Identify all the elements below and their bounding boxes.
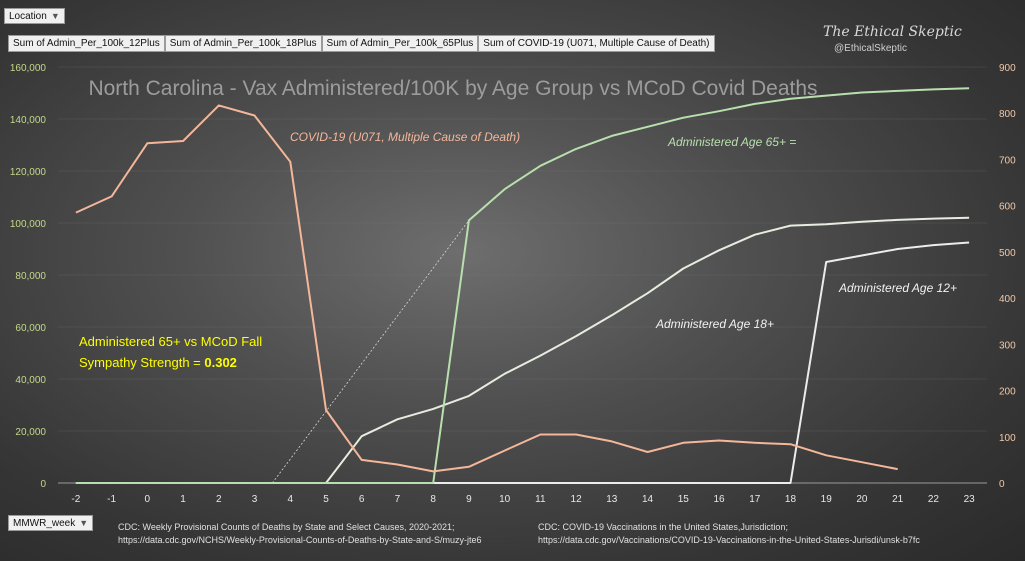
x-tick-label: 11: [535, 494, 546, 505]
location-filter-button[interactable]: Location ▼: [4, 8, 65, 24]
series-line-age65: [75, 87, 970, 484]
y-right-tick-label: 500: [999, 248, 1016, 259]
x-tick-label: 5: [323, 494, 329, 505]
y-left-tick-label: 140,000: [10, 115, 47, 126]
source-left: CDC: Weekly Provisional Counts of Deaths…: [118, 521, 481, 547]
x-tick-label: 23: [964, 494, 976, 505]
x-tick-label: 20: [856, 494, 868, 505]
x-tick-label: 16: [713, 494, 725, 505]
x-tick-label: 17: [749, 494, 761, 505]
x-tick-label: 0: [145, 494, 151, 505]
x-tick-label: 7: [395, 494, 401, 505]
watermark-handle: @EthicalSkeptic: [834, 43, 907, 54]
x-tick-label: 15: [678, 494, 690, 505]
x-tick-label: 8: [430, 494, 436, 505]
x-tick-label: 9: [466, 494, 472, 505]
week-axis-label: MMWR_week: [13, 518, 76, 529]
y-right-tick-label: 0: [999, 479, 1005, 490]
chart-title: North Carolina - Vax Administered/100K b…: [88, 77, 817, 100]
x-tick-label: 22: [928, 494, 940, 505]
source-right: CDC: COVID-19 Vaccinations in the United…: [538, 521, 920, 547]
y-left-tick-label: 120,000: [10, 167, 47, 178]
x-tick-label: 12: [571, 494, 583, 505]
field-button-covid-deaths[interactable]: Sum of COVID-19 (U071, Multiple Cause of…: [478, 35, 715, 52]
location-filter-label: Location: [9, 11, 47, 22]
source-right-line1: CDC: COVID-19 Vaccinations in the United…: [538, 522, 788, 532]
filter-icon: ▼: [50, 11, 60, 21]
x-tick-label: -1: [107, 494, 116, 505]
x-tick-label: 19: [821, 494, 833, 505]
y-right-tick-label: 400: [999, 294, 1016, 305]
field-button-12plus[interactable]: Sum of Admin_Per_100k_12Plus: [8, 35, 165, 52]
dropdown-arrow-icon: ▼: [79, 518, 89, 528]
source-left-line1: CDC: Weekly Provisional Counts of Deaths…: [118, 522, 455, 532]
y-right-tick-label: 800: [999, 109, 1016, 120]
x-tick-label: 18: [785, 494, 797, 505]
y-left-tick-label: 60,000: [15, 323, 46, 334]
annotation-age18: Administered Age 18+: [655, 317, 774, 331]
field-button-18plus[interactable]: Sum of Admin_Per_100k_18Plus: [164, 35, 322, 52]
pivot-field-bar: Sum of Admin_Per_100k_12Plus Sum of Admi…: [8, 35, 715, 52]
y-left-tick-label: 20,000: [15, 427, 46, 438]
field-button-65plus[interactable]: Sum of Admin_Per_100k_65Plus: [321, 35, 479, 52]
x-tick-label: 21: [892, 494, 904, 505]
annotation-covid: COVID-19 (U071, Multiple Cause of Death): [290, 130, 520, 144]
y-right-tick-label: 600: [999, 202, 1016, 213]
x-tick-label: -2: [71, 494, 80, 505]
x-tick-label: 6: [359, 494, 365, 505]
annotation-age65: Administered Age 65+ =: [667, 135, 796, 149]
x-tick-label: 3: [252, 494, 258, 505]
highlight-note-line2: Sympathy Strength = 0.302: [79, 355, 237, 370]
source-right-line2: https://data.cdc.gov/Vaccinations/COVID-…: [538, 535, 920, 545]
x-tick-label: 2: [216, 494, 222, 505]
y-right-tick-label: 100: [999, 433, 1016, 444]
annotation-age12: Administered Age 12+: [838, 281, 957, 295]
highlight-note-value: 0.302: [204, 355, 237, 370]
week-axis-button[interactable]: MMWR_week ▼: [8, 515, 94, 531]
x-tick-label: 13: [606, 494, 618, 505]
highlight-note-line1: Administered 65+ vs MCoD Fall: [79, 334, 262, 349]
y-right-tick-label: 300: [999, 340, 1016, 351]
y-right-tick-label: 900: [999, 63, 1016, 74]
y-left-tick-label: 160,000: [10, 63, 47, 74]
source-left-line2: https://data.cdc.gov/NCHS/Weekly-Provisi…: [118, 535, 482, 545]
x-tick-label: 14: [642, 494, 654, 505]
x-tick-label: 10: [499, 494, 511, 505]
y-right-tick-label: 200: [999, 387, 1016, 398]
trendline: [272, 220, 470, 484]
y-left-tick-label: 100,000: [10, 219, 47, 230]
y-right-tick-label: 700: [999, 155, 1016, 166]
x-tick-label: 1: [180, 494, 186, 505]
x-tick-label: 4: [287, 494, 293, 505]
series-line-covid-deaths: [75, 104, 898, 473]
y-left-tick-label: 80,000: [15, 271, 46, 282]
watermark-name: The Ethical Skeptic: [823, 24, 962, 40]
y-left-tick-label: 0: [40, 479, 46, 490]
y-left-tick-label: 40,000: [15, 375, 46, 386]
